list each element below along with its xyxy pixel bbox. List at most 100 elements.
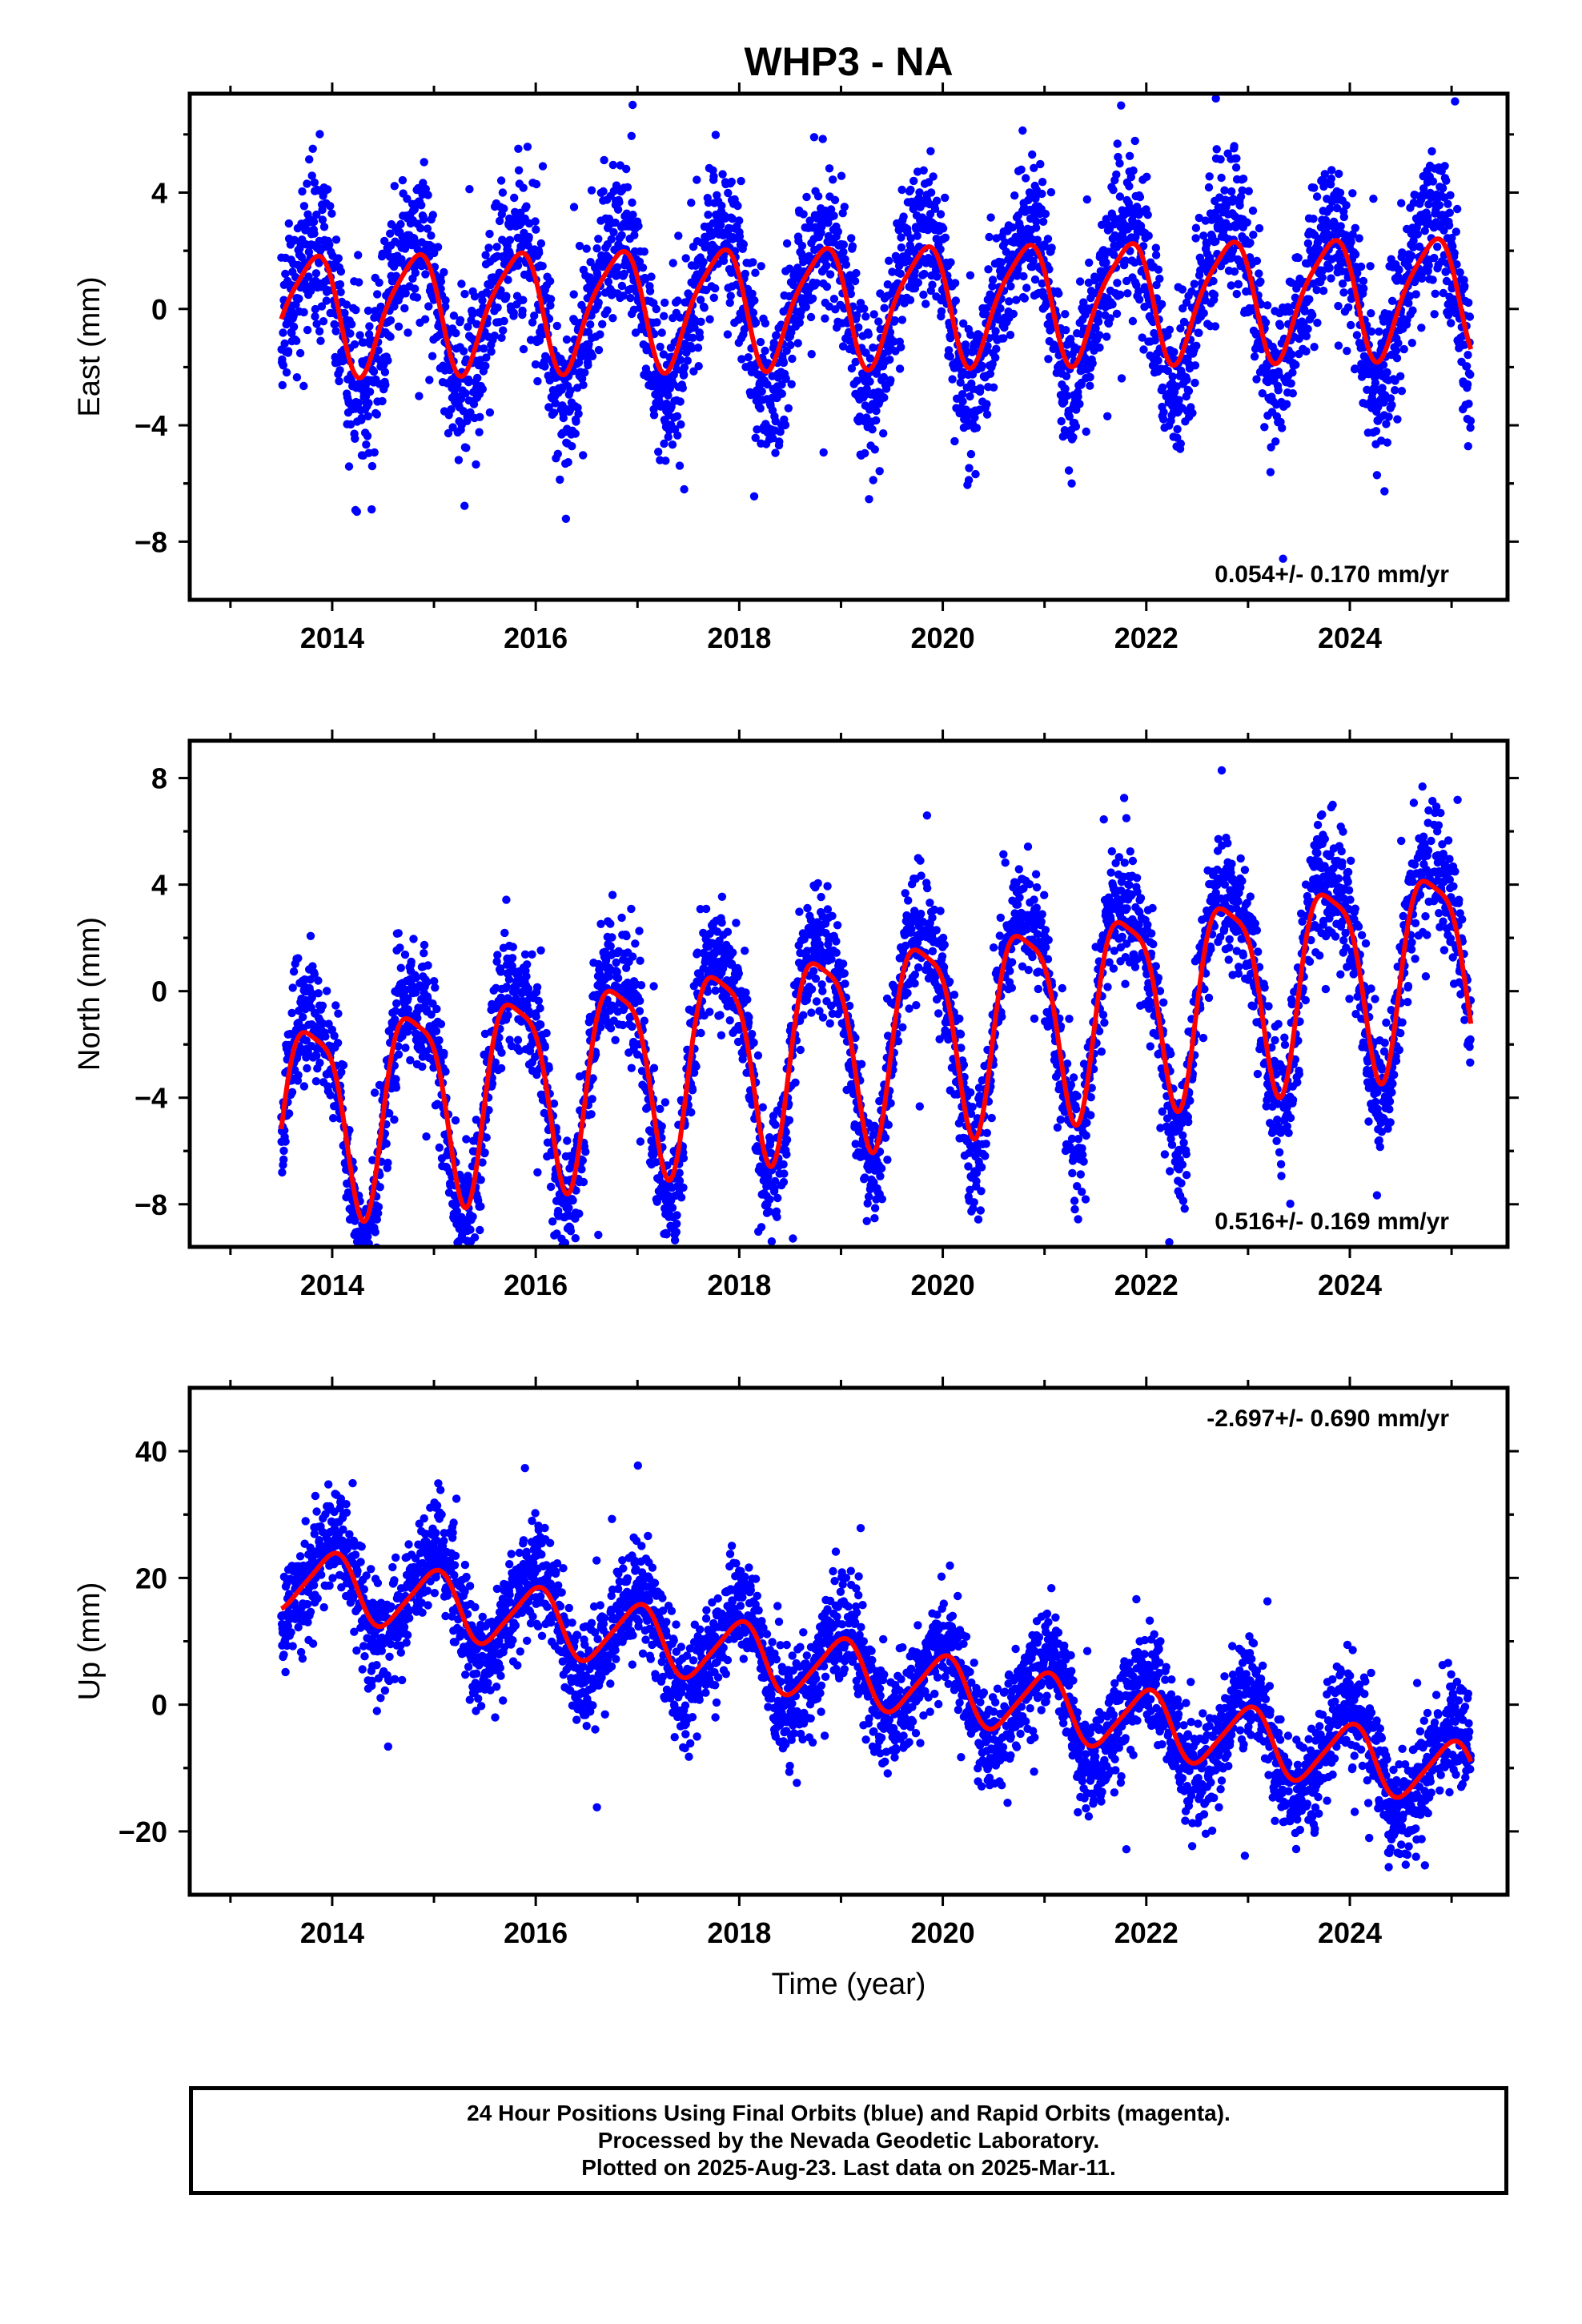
- data-point: [628, 1022, 636, 1031]
- data-point: [420, 940, 429, 950]
- data-point: [370, 1088, 379, 1097]
- data-point: [1211, 322, 1220, 331]
- data-point: [1325, 263, 1334, 272]
- data-point: [346, 420, 355, 429]
- data-point: [1132, 203, 1142, 211]
- data-point: [693, 344, 703, 352]
- data-point: [1444, 221, 1454, 230]
- data-point: [365, 388, 375, 396]
- data-point: [1191, 378, 1199, 388]
- data-point: [342, 300, 351, 309]
- data-point: [776, 428, 785, 436]
- data-point: [696, 296, 705, 304]
- data-point: [574, 409, 583, 418]
- data-point: [1159, 415, 1168, 424]
- data-point: [1130, 136, 1139, 146]
- data-point: [1466, 416, 1476, 425]
- data-point: [551, 399, 560, 408]
- data-point: [676, 313, 685, 322]
- data-point: [905, 296, 915, 304]
- data-point: [609, 227, 618, 237]
- data-point: [746, 391, 755, 400]
- data-point: [1062, 372, 1071, 380]
- data-point: [626, 293, 635, 303]
- data-point: [508, 943, 517, 951]
- data-point: [1396, 372, 1405, 380]
- data-point: [1443, 199, 1452, 208]
- data-point: [958, 397, 967, 406]
- data-point: [733, 201, 742, 211]
- data-point: [608, 160, 617, 170]
- data-point: [573, 404, 582, 412]
- data-point: [566, 386, 575, 395]
- data-point: [608, 933, 616, 942]
- data-point: [617, 913, 626, 923]
- data-point: [749, 492, 759, 501]
- data-point: [1403, 262, 1413, 271]
- data-point: [1409, 243, 1418, 251]
- data-point: [1335, 188, 1345, 197]
- data-point: [649, 411, 659, 420]
- data-point: [726, 292, 735, 300]
- data-point: [673, 412, 682, 420]
- data-point: [913, 278, 923, 287]
- data-point: [1334, 341, 1343, 350]
- data-point: [612, 263, 622, 271]
- data-point: [1465, 312, 1475, 321]
- data-point: [1115, 192, 1125, 201]
- data-point: [497, 1048, 506, 1057]
- data-point: [741, 269, 749, 279]
- data-point: [958, 390, 967, 399]
- data-point: [510, 193, 519, 203]
- data-point: [628, 211, 637, 219]
- data-point: [380, 236, 389, 246]
- data-point: [466, 1225, 475, 1234]
- data-point: [383, 1158, 392, 1168]
- data-point: [403, 195, 412, 203]
- data-point: [448, 1261, 456, 1269]
- data-point: [563, 1136, 572, 1145]
- data-point: [681, 254, 690, 263]
- data-point: [287, 1088, 297, 1097]
- data-point: [1256, 277, 1265, 286]
- data-point: [1038, 189, 1046, 199]
- data-point: [1336, 259, 1346, 268]
- data-point: [528, 950, 536, 959]
- data-point: [1046, 187, 1056, 197]
- data-point: [374, 346, 383, 355]
- data-point: [476, 1225, 484, 1235]
- data-point: [725, 298, 734, 308]
- data-point: [756, 337, 765, 347]
- data-point: [335, 366, 344, 375]
- data-point: [996, 304, 1005, 313]
- data-point: [1326, 231, 1335, 239]
- data-point: [781, 420, 790, 429]
- data-point: [299, 308, 308, 317]
- data-point: [417, 201, 426, 210]
- data-point: [335, 279, 345, 289]
- data-point: [797, 241, 807, 251]
- data-point: [456, 316, 465, 324]
- data-point: [444, 428, 453, 438]
- data-point: [699, 257, 708, 267]
- data-point: [885, 328, 895, 337]
- data-point: [1366, 262, 1375, 271]
- data-point: [1232, 289, 1242, 299]
- data-point: [972, 424, 982, 432]
- data-point: [688, 344, 697, 353]
- data-point: [311, 269, 321, 278]
- data-point: [638, 263, 648, 272]
- data-point: [476, 412, 484, 421]
- data-point: [782, 239, 792, 248]
- data-point: [879, 429, 888, 438]
- data-point: [465, 185, 474, 194]
- data-point: [546, 1182, 556, 1192]
- data-point: [1404, 299, 1413, 308]
- data-point: [473, 373, 482, 383]
- data-point: [1325, 204, 1335, 213]
- data-point: [447, 405, 456, 414]
- data-point: [1094, 317, 1103, 326]
- data-point: [373, 290, 382, 299]
- data-point: [1348, 230, 1357, 239]
